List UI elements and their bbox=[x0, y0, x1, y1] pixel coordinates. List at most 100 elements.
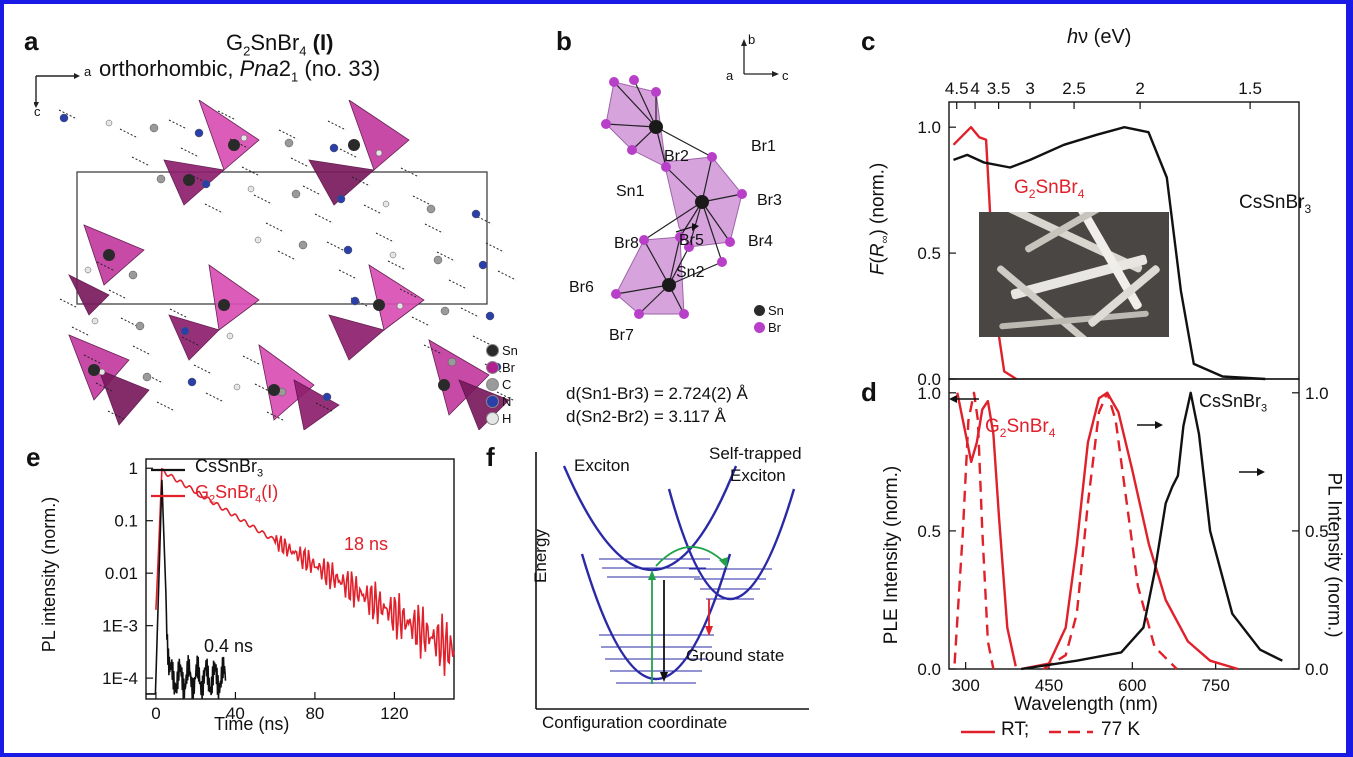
panel-c-label: c bbox=[861, 26, 876, 56]
br-atom bbox=[611, 289, 621, 299]
unit-cell-box bbox=[76, 171, 488, 305]
sn-br-bond bbox=[665, 166, 703, 203]
guanidinium-atom bbox=[396, 302, 404, 310]
atom-label: Br3 bbox=[757, 192, 782, 209]
distance-2: d(Sn2-Br2) = 3.117 Å bbox=[566, 407, 726, 426]
br-atom bbox=[609, 77, 619, 87]
legend-b-label: Sn bbox=[768, 303, 784, 318]
guanidinium-atom bbox=[471, 209, 481, 219]
guanidinium-atom bbox=[135, 321, 145, 331]
series-cssnbr3-decay bbox=[146, 479, 227, 700]
hydrogen-bond bbox=[350, 297, 370, 308]
panel-b-legend: Sn Br bbox=[754, 302, 784, 336]
hydrogen-bond bbox=[107, 410, 127, 421]
panel-d: d 300 450 600 750 0.0 0.0 0.5 0.5 1.0 1.0 PLE Int… bbox=[849, 369, 1346, 753]
hydrogen-bond bbox=[484, 363, 504, 374]
br-atom bbox=[707, 152, 717, 162]
sn-atom bbox=[218, 299, 230, 311]
guanidinium-atom bbox=[247, 185, 255, 193]
series-pl-77k bbox=[1042, 391, 1178, 671]
f-ground-label: Ground state bbox=[686, 646, 785, 665]
br-atom bbox=[601, 119, 611, 129]
hydrogen-bond bbox=[338, 269, 358, 280]
d-ylabel-right: PL Intensity (norm.) bbox=[1323, 472, 1345, 638]
br-atom bbox=[639, 235, 649, 245]
br-atom bbox=[661, 162, 671, 172]
sn-atom bbox=[268, 384, 280, 396]
hydrogen-bond bbox=[131, 156, 151, 167]
y-tick-label: 0.1 bbox=[114, 512, 138, 531]
guanidinium-atom bbox=[128, 270, 138, 280]
atom-dot-icon bbox=[486, 395, 499, 408]
series-line-g2snbr4 bbox=[952, 125, 1017, 381]
hydrogen-bond bbox=[327, 120, 347, 131]
hydrogen-bond bbox=[181, 336, 201, 347]
sn-br-bond bbox=[615, 284, 670, 295]
sn-br-bond bbox=[643, 201, 703, 241]
hydrogen-bond bbox=[363, 204, 383, 215]
hydrogen-bond bbox=[169, 308, 189, 319]
e-annotation-04ns: 0.4 ns bbox=[204, 636, 254, 656]
hydrogen-bond bbox=[253, 194, 273, 205]
br-atom bbox=[651, 87, 661, 97]
guanidinium-atom bbox=[149, 123, 159, 133]
hydrogen-bond bbox=[424, 223, 444, 234]
x-tick-label: 600 bbox=[1118, 676, 1146, 695]
panel-e-label: e bbox=[26, 442, 41, 472]
series-line-cssnbr3 bbox=[953, 125, 1266, 381]
hydrogen-bond bbox=[399, 288, 419, 299]
hydrogen-bond bbox=[168, 119, 188, 130]
guanidinium-atom bbox=[142, 372, 152, 382]
atom-dot-icon bbox=[486, 412, 499, 425]
atom-label: Br6 bbox=[569, 279, 594, 296]
legend-77k: 77 K bbox=[1101, 719, 1141, 740]
sn-atom bbox=[103, 249, 115, 261]
y-tick-label-left: 0.5 bbox=[917, 522, 941, 541]
plot-frame bbox=[145, 458, 455, 700]
series-ple-rt bbox=[956, 392, 1017, 667]
panel-b-axes-icon bbox=[741, 39, 779, 77]
sn-br-bond bbox=[605, 123, 657, 128]
panel-c-top-axis-label: hν (eV) bbox=[1067, 26, 1132, 48]
hydrogen-bond bbox=[217, 110, 237, 121]
series-cssnbr3-pl bbox=[1021, 391, 1283, 671]
atom-label: Br4 bbox=[748, 233, 773, 250]
hydrogen-bond bbox=[314, 213, 334, 224]
legend-b-label: Br bbox=[768, 320, 781, 335]
d-xlabel: Wavelength (nm) bbox=[1014, 694, 1158, 715]
y-tick-label: 0.5 bbox=[917, 244, 941, 263]
right-arrow-icon bbox=[1257, 468, 1265, 476]
hydrogen-bond bbox=[302, 185, 322, 196]
sn-atom bbox=[373, 299, 385, 311]
sn-br-bond bbox=[655, 126, 713, 158]
top-tick-label: 3 bbox=[1025, 79, 1034, 98]
plot-frame bbox=[948, 378, 1300, 670]
legend-a-item: N bbox=[486, 393, 518, 410]
guanidinium-atom bbox=[440, 306, 450, 316]
self-trapping-arrowhead bbox=[719, 557, 728, 568]
guanidinium-atom bbox=[375, 149, 383, 157]
sn-atom bbox=[228, 139, 240, 151]
hydrogen-bond bbox=[423, 344, 443, 355]
c-label-g2snbr4: G2SnBr4 bbox=[1014, 177, 1085, 201]
hydrogen-bond bbox=[242, 355, 262, 366]
top-tick-label: 2 bbox=[1135, 79, 1144, 98]
hydrogen-bond bbox=[472, 335, 492, 346]
guanidinium-atom bbox=[105, 119, 113, 127]
atom-label: Sn1 bbox=[616, 183, 645, 200]
legend-b-item: Br bbox=[754, 319, 784, 336]
guanidinium-atom bbox=[201, 179, 211, 189]
sn-br-bond bbox=[668, 236, 681, 286]
e-annotation-18ns: 18 ns bbox=[344, 534, 389, 554]
e-xlabel: Time (ns) bbox=[214, 714, 290, 734]
hydrogen-bond bbox=[411, 316, 431, 327]
d-ylabel-left: PLE Intensity (norm.) bbox=[881, 465, 903, 645]
x-tick-label: 80 bbox=[305, 704, 324, 723]
atom-dot-icon bbox=[486, 344, 499, 357]
sn-br-bond bbox=[643, 239, 670, 286]
hydrogen-bond bbox=[485, 242, 505, 253]
y-tick-label: 0.01 bbox=[105, 564, 138, 583]
hydrogen-bond bbox=[144, 373, 164, 384]
reflectance-photo bbox=[979, 212, 1169, 337]
sn-br-bond bbox=[633, 79, 657, 128]
